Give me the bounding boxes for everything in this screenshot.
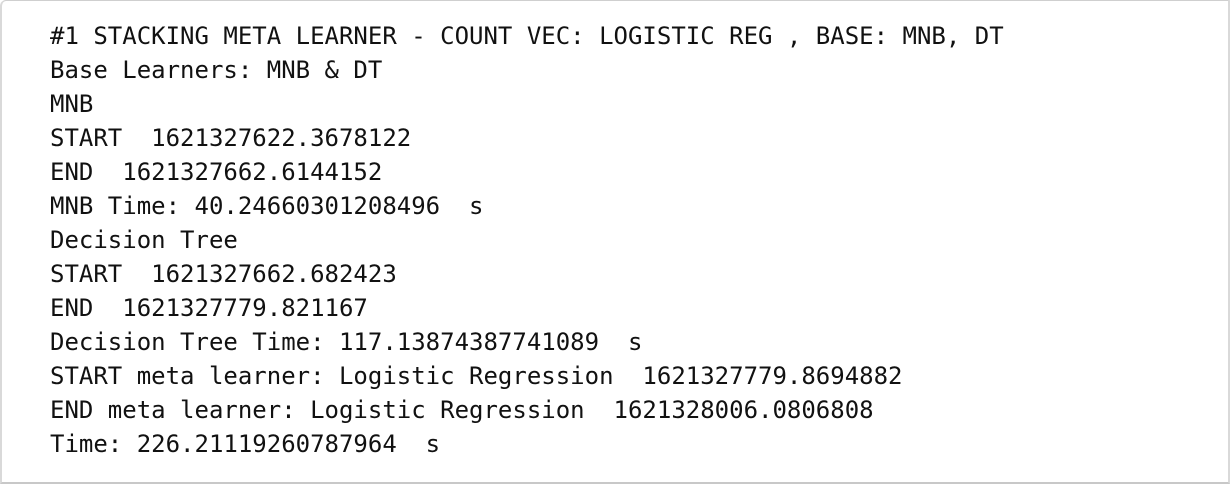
- output-line-dt-time: Decision Tree Time: 117.13874387741089 s: [50, 328, 643, 356]
- output-line-dt-start: START 1621327662.682423: [50, 260, 397, 288]
- stdout-text: #1 STACKING META LEARNER - COUNT VEC: LO…: [50, 19, 1004, 461]
- output-line-title: #1 STACKING META LEARNER - COUNT VEC: LO…: [50, 22, 1004, 50]
- output-line-total-time: Time: 226.21119260787964 s: [50, 430, 441, 458]
- output-line-mnb-time: MNB Time: 40.24660301208496 s: [50, 192, 484, 220]
- output-line-dt-heading: Decision Tree: [50, 226, 238, 254]
- output-line-meta-start: START meta learner: Logistic Regression …: [50, 362, 903, 390]
- output-line-dt-end: END 1621327779.821167: [50, 294, 368, 322]
- output-line-base-learners: Base Learners: MNB & DT: [50, 56, 383, 84]
- output-line-mnb-end: END 1621327662.6144152: [50, 158, 383, 186]
- output-line-mnb-start: START 1621327622.3678122: [50, 124, 412, 152]
- output-line-meta-end: END meta learner: Logistic Regression 16…: [50, 396, 874, 424]
- output-line-mnb-heading: MNB: [50, 90, 94, 118]
